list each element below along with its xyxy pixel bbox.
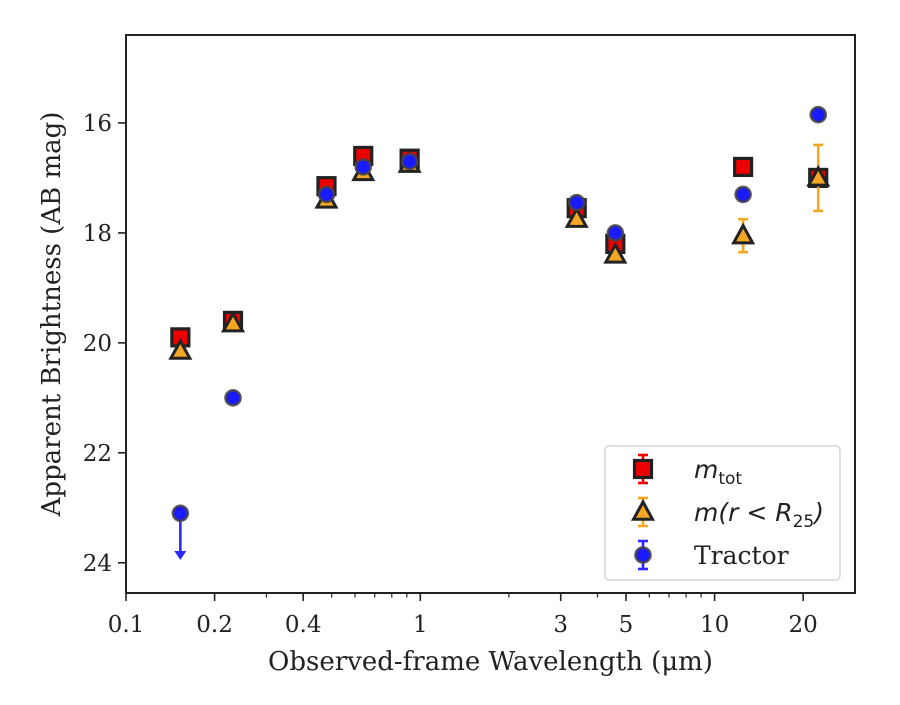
legend-label-2: Tractor [694, 541, 789, 570]
x-tick-label-5: 5 [619, 612, 634, 638]
x-tick-label-1: 0.2 [196, 612, 233, 638]
series-2-point-0 [171, 504, 190, 523]
y-tick-label-2: 20 [83, 331, 112, 357]
legend-marker-0 [632, 458, 654, 480]
plot-frame [125, 34, 856, 594]
legend: mtot m(r < R25) Tractor [604, 445, 841, 581]
y-tick-label-3: 22 [83, 441, 112, 467]
legend-marker-1 [630, 498, 656, 521]
x-axis-ticks: 0.1 0.2 0.4 1 3 5 10 20 [108, 593, 818, 638]
x-tick-label-0: 0.1 [108, 612, 145, 638]
x-tick-label-4: 3 [553, 612, 568, 638]
y-axis-label: Apparent Brightness (AB mag) [37, 112, 67, 518]
series-2-point-2 [317, 185, 336, 204]
series-2-point-8 [809, 105, 828, 124]
x-axis-label: Observed-frame Wavelength (μm) [268, 647, 713, 677]
y-axis-ticks: 16 18 20 22 24 [83, 111, 126, 577]
legend-box [604, 445, 841, 581]
legend-label-sub-0: tot [718, 469, 742, 489]
series-2 [171, 105, 828, 561]
series-1-point-1 [220, 310, 246, 333]
series-1-point-0 [168, 338, 193, 360]
series-1 [168, 143, 831, 360]
legend-label-sub-1: 25 [793, 512, 815, 532]
data-marks [168, 105, 831, 561]
series-0 [170, 145, 829, 348]
series-2-point-1 [224, 389, 242, 407]
x-tick-label-6: 10 [700, 612, 729, 638]
series-2-point-6 [606, 224, 625, 242]
series-2-point-3 [354, 158, 373, 176]
legend-label-1: m(r < R25) [694, 498, 824, 532]
legend-marker-2 [634, 546, 652, 564]
x-tick-label-7: 20 [789, 612, 818, 638]
x-tick-label-2: 0.4 [285, 612, 322, 638]
series-1-point-5 [564, 206, 589, 228]
series-2-point-7 [734, 185, 752, 204]
series-1-point-8 [806, 164, 831, 187]
series-2-point-4 [400, 152, 419, 171]
series-2-point-0-limit-arrow [174, 551, 187, 561]
legend-label-main-0: m [694, 455, 718, 484]
y-tick-label-4: 24 [83, 551, 112, 577]
series-0-point-7 [733, 156, 754, 178]
y-tick-label-0: 16 [83, 111, 112, 137]
x-tick-label-3: 1 [413, 612, 428, 638]
legend-label-0: mtot [694, 455, 742, 489]
series-1-point-6 [603, 241, 628, 264]
legend-label-main-1: m(r < R [694, 498, 793, 527]
series-2-point-5 [567, 193, 586, 212]
legend-label-tail-1: ) [812, 498, 824, 527]
series-1-point-7 [731, 222, 756, 245]
y-tick-label-1: 18 [83, 221, 112, 247]
